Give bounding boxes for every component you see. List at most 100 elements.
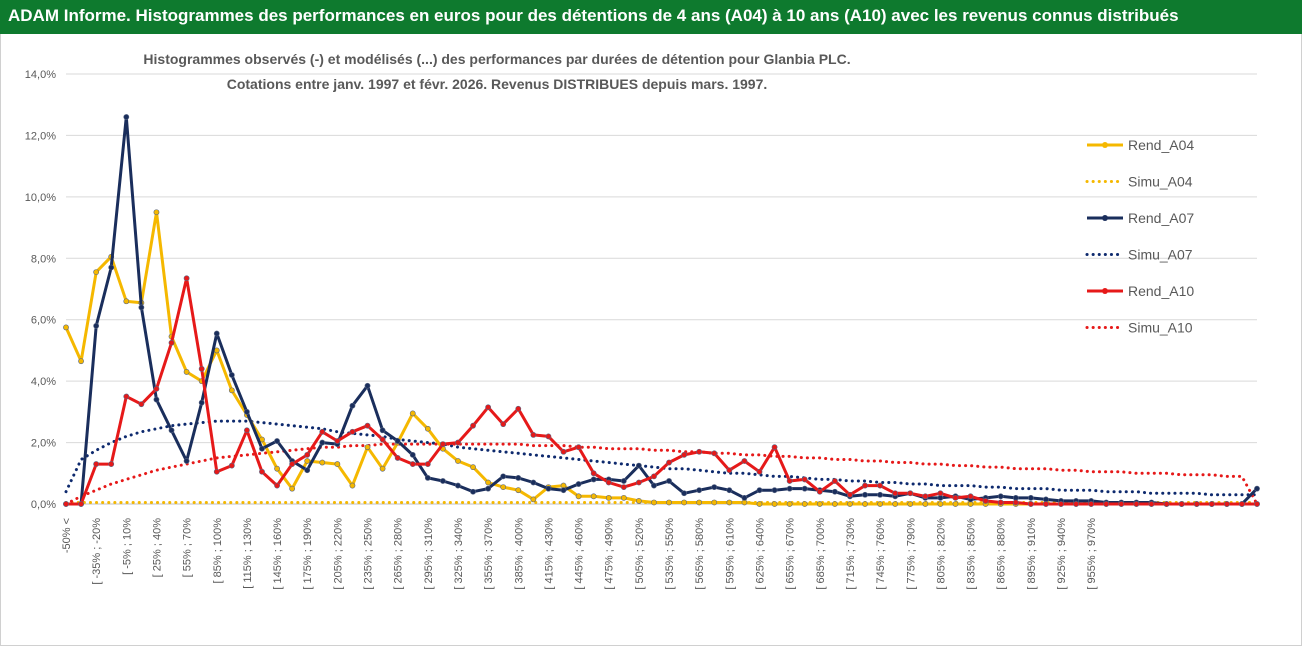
data-point-rend-a10 — [319, 428, 326, 435]
data-point-rend-a10 — [1012, 499, 1019, 506]
data-point-rend-a07 — [786, 485, 793, 492]
data-point-rend-a04 — [364, 444, 371, 451]
x-tick-label: [ 745% ; 760% — [875, 518, 887, 590]
x-tick-label: [ 145% ; 160% — [272, 518, 284, 590]
chart-title-line: Histogrammes observés (-) et modélisés (… — [143, 51, 850, 67]
data-point-rend-a07 — [228, 372, 235, 378]
x-tick-label: [ 415% ; 430% — [543, 518, 555, 590]
series-line-rend-a04 — [64, 210, 1257, 506]
data-point-rend-a07 — [455, 482, 461, 489]
data-point-rend-a10 — [771, 444, 778, 451]
data-point-rend-a10 — [485, 404, 492, 411]
data-point-rend-a10 — [952, 494, 959, 501]
data-point-rend-a04 — [635, 498, 642, 504]
data-point-rend-a10 — [1254, 501, 1260, 507]
x-tick-label: [ 445% ; 460% — [574, 518, 586, 590]
data-point-rend-a10 — [213, 468, 220, 475]
data-point-rend-a04 — [651, 499, 657, 506]
data-point-rend-a10 — [560, 448, 567, 455]
x-tick-label: [ 505% ; 520% — [634, 518, 646, 590]
data-point-rend-a10 — [831, 478, 838, 484]
data-point-rend-a04 — [922, 501, 929, 507]
chart-title-line: Cotations entre janv. 1997 et févr. 2026… — [227, 76, 768, 92]
data-point-rend-a10 — [726, 467, 733, 474]
data-point-rend-a07 — [651, 482, 657, 489]
data-point-rend-a10 — [364, 422, 371, 429]
data-point-rend-a04 — [153, 209, 160, 216]
x-tick-label: [ 565% ; 580% — [694, 518, 706, 590]
data-point-rend-a10 — [455, 439, 461, 446]
data-point-rend-a10 — [1118, 501, 1125, 507]
series-line-simu-a10 — [64, 442, 1259, 506]
data-point-rend-a10 — [696, 448, 703, 455]
series-line-simu-a07 — [64, 419, 1259, 497]
x-tick-label: [ 595% ; 610% — [724, 518, 736, 590]
data-point-rend-a04 — [575, 493, 582, 500]
data-point-rend-a04 — [289, 485, 296, 492]
data-point-rend-a04 — [801, 501, 808, 507]
data-point-rend-a10 — [78, 501, 84, 507]
x-tick-label: [ 805% ; 820% — [935, 518, 947, 590]
data-point-rend-a10 — [1043, 501, 1049, 507]
x-tick-label: [ 355% ; 370% — [483, 518, 495, 590]
data-point-rend-a07 — [349, 402, 356, 409]
data-point-rend-a07 — [198, 399, 205, 406]
data-point-rend-a10 — [1027, 501, 1034, 507]
legend-label-simu-a07: Simu_A07 — [1128, 247, 1193, 263]
data-point-rend-a04 — [63, 324, 69, 331]
data-point-rend-a04 — [93, 269, 100, 276]
data-point-rend-a04 — [696, 499, 703, 506]
x-tick-label: [ 385% ; 400% — [513, 518, 525, 590]
data-point-rend-a04 — [771, 501, 778, 507]
x-tick-label: [ 775% ; 790% — [905, 518, 917, 590]
data-point-rend-a07 — [681, 490, 688, 497]
data-point-rend-a07 — [726, 487, 733, 494]
data-point-rend-a04 — [304, 458, 311, 464]
data-point-rend-a10 — [1193, 501, 1200, 507]
data-point-rend-a07 — [711, 484, 718, 491]
y-tick-label: 0,0% — [31, 499, 56, 511]
x-tick-label: [ 685% ; 700% — [815, 518, 827, 590]
x-tick-label: [ 295% ; 310% — [423, 518, 435, 590]
y-tick-label: 12,0% — [25, 130, 56, 142]
data-point-rend-a04 — [409, 410, 416, 417]
data-point-rend-a07 — [259, 445, 265, 452]
report-title: ADAM Informe. Histogrammes des performan… — [8, 6, 1179, 25]
data-point-rend-a07 — [183, 458, 190, 464]
data-point-rend-a04 — [349, 482, 356, 489]
data-point-rend-a04 — [319, 459, 326, 466]
data-point-rend-a04 — [590, 493, 597, 500]
data-point-rend-a07 — [666, 478, 672, 484]
x-tick-label: [ 265% ; 280% — [393, 518, 405, 590]
data-point-rend-a10 — [274, 482, 280, 489]
data-point-rend-a10 — [515, 405, 522, 412]
data-point-rend-a10 — [63, 501, 69, 507]
data-point-rend-a10 — [1133, 501, 1140, 507]
x-tick-label: [ 55% ; 70% — [182, 518, 194, 578]
data-point-rend-a10 — [168, 339, 175, 346]
data-point-rend-a04 — [892, 501, 899, 507]
x-tick-label: [ 235% ; 250% — [363, 518, 375, 590]
data-point-rend-a10 — [801, 476, 808, 483]
data-point-rend-a07 — [515, 474, 522, 481]
x-tick-label: [ 625% ; 640% — [754, 518, 766, 590]
x-tick-label: [ 865% ; 880% — [996, 518, 1008, 590]
data-point-rend-a04 — [123, 298, 130, 305]
data-point-rend-a10 — [922, 493, 929, 500]
data-point-rend-a10 — [1223, 501, 1230, 507]
data-point-rend-a07 — [168, 427, 175, 434]
data-point-rend-a04 — [605, 494, 612, 501]
data-point-rend-a07 — [530, 479, 537, 486]
data-point-rend-a10 — [1103, 501, 1110, 507]
data-point-rend-a07 — [545, 485, 552, 492]
data-point-rend-a07 — [560, 487, 567, 494]
data-point-rend-a10 — [892, 490, 899, 497]
data-point-rend-a10 — [545, 433, 552, 440]
legend-marker-rend-a10 — [1102, 288, 1108, 294]
data-point-rend-a07 — [590, 476, 597, 483]
data-point-rend-a07 — [108, 264, 115, 271]
data-point-rend-a10 — [228, 462, 235, 469]
data-point-rend-a07 — [485, 485, 492, 492]
data-point-rend-a04 — [334, 461, 341, 467]
data-point-rend-a07 — [997, 493, 1004, 500]
